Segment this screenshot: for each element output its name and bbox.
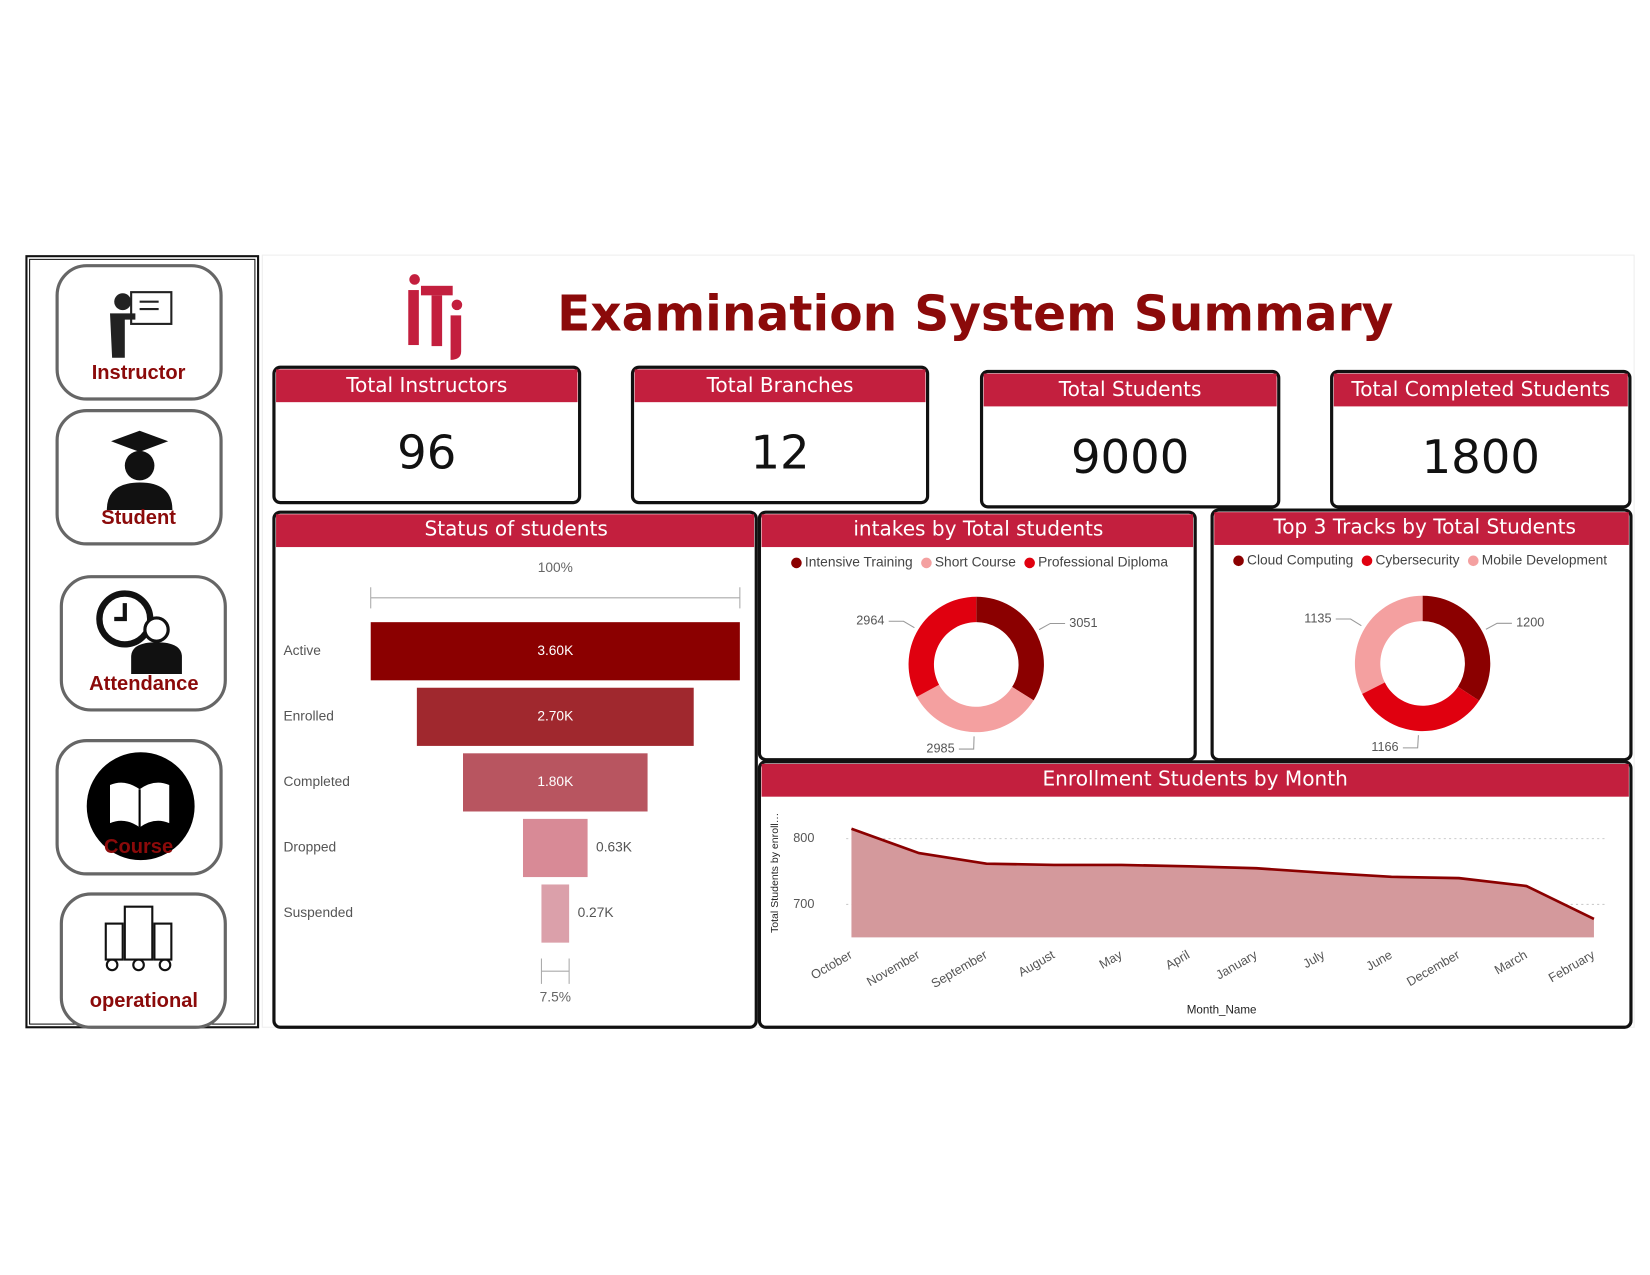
- data-label: 3051: [1069, 616, 1097, 630]
- leader-line: [1038, 622, 1066, 631]
- legend-swatch: [921, 557, 932, 569]
- y-tick-label: 800: [793, 831, 814, 845]
- x-axis-label: Month_Name: [1187, 1003, 1257, 1016]
- data-label: 0.27K: [578, 905, 615, 920]
- donut-segment: [1354, 595, 1423, 694]
- nav-label[interactable]: Course: [104, 836, 173, 858]
- nav-button[interactable]: Student: [55, 409, 223, 546]
- funnel-bar: [370, 622, 740, 681]
- legend-label: Cybersecurity: [1375, 552, 1459, 567]
- data-label: 3.60K: [537, 643, 574, 658]
- panel: [757, 510, 1197, 762]
- leader-line: [1335, 618, 1362, 627]
- data-label: 2985: [926, 741, 954, 755]
- legend-swatch: [1361, 555, 1373, 567]
- y-axis-label: Total Students by enroll…: [769, 813, 781, 933]
- legend-swatch: [1024, 557, 1035, 569]
- nav-button[interactable]: Attendance: [59, 575, 227, 712]
- funnel-bar: [416, 687, 694, 746]
- legend-swatch: [1233, 555, 1244, 567]
- panel-header: [761, 763, 1629, 797]
- legend-label: Short Course: [935, 555, 1016, 570]
- card-header: [276, 369, 578, 403]
- nav-button[interactable]: Course: [55, 739, 223, 876]
- chart-title: Status of students: [424, 517, 607, 541]
- card-value: 12: [750, 426, 809, 480]
- nav-label[interactable]: Student: [101, 507, 176, 529]
- page-title: Examination System Summary: [557, 287, 1393, 343]
- kpi-cards: Total Instructors 96 Total Branches 12 Total…: [272, 365, 1632, 509]
- card-header: [1333, 373, 1628, 407]
- leader-line: [958, 736, 975, 750]
- card-value: 9000: [1071, 430, 1189, 484]
- legend-label: Professional Diploma: [1038, 555, 1168, 570]
- category-label: Dropped: [283, 840, 336, 855]
- panel-header: [761, 514, 1194, 548]
- donut-segment: [976, 596, 1044, 701]
- logo: [408, 274, 463, 360]
- card-label: Total Instructors: [345, 373, 507, 397]
- nav-button[interactable]: operational: [59, 892, 227, 1029]
- chart-title: Enrollment Students by Month: [1042, 766, 1347, 790]
- data-label: 2.70K: [537, 708, 574, 723]
- category-label: Active: [283, 643, 321, 658]
- donut-segment: [908, 596, 977, 697]
- legend-label: Mobile Development: [1482, 552, 1608, 567]
- annotation: 100%: [538, 560, 573, 575]
- nav-button[interactable]: Instructor: [55, 264, 223, 401]
- nav-label[interactable]: Attendance: [89, 673, 198, 695]
- leader-line: [1485, 622, 1512, 630]
- card-value: 96: [397, 426, 456, 480]
- nav-label[interactable]: Instructor: [92, 362, 186, 384]
- card-label: Total Students: [1058, 377, 1202, 401]
- panel-header: [276, 514, 755, 548]
- legend-swatch: [791, 557, 802, 569]
- data-label: 1135: [1304, 611, 1331, 625]
- data-label: 1.80K: [537, 774, 574, 789]
- y-tick-label: 700: [793, 897, 814, 911]
- chart-title: Top 3 Tracks by Total Students: [1272, 515, 1576, 539]
- legend-swatch: [1468, 555, 1479, 567]
- funnel-bar: [463, 753, 648, 812]
- card-value: 1800: [1422, 430, 1540, 484]
- card-header: [983, 373, 1277, 407]
- category-label: Suspended: [283, 905, 353, 920]
- area-fill: [851, 828, 1594, 938]
- funnel-bar: [522, 818, 588, 878]
- annotation: 7.5%: [540, 989, 571, 1004]
- nav-label[interactable]: operational: [90, 990, 198, 1012]
- card-label: Total Completed Students: [1350, 377, 1610, 401]
- leader-line: [888, 620, 915, 629]
- legend-label: Intensive Training: [805, 555, 913, 570]
- funnel-bar: [541, 884, 570, 943]
- card-header: [634, 369, 926, 403]
- chart-title: intakes by Total students: [853, 517, 1103, 541]
- data-label: 0.63K: [596, 840, 633, 855]
- category-label: Enrolled: [283, 708, 333, 723]
- card-label: Total Branches: [706, 373, 854, 397]
- data-label: 1166: [1371, 740, 1398, 754]
- donut-segment: [1362, 682, 1480, 732]
- panel: [1210, 508, 1633, 762]
- panel-header: [1214, 512, 1629, 545]
- legend-label: Cloud Computing: [1247, 552, 1353, 567]
- data-label: 2964: [856, 614, 884, 628]
- data-label: 1200: [1516, 616, 1544, 630]
- line: [850, 827, 1595, 921]
- donut-segment: [1422, 595, 1491, 701]
- donut-segment: [916, 684, 1034, 733]
- leader-line: [1402, 735, 1419, 749]
- category-label: Completed: [283, 774, 350, 789]
